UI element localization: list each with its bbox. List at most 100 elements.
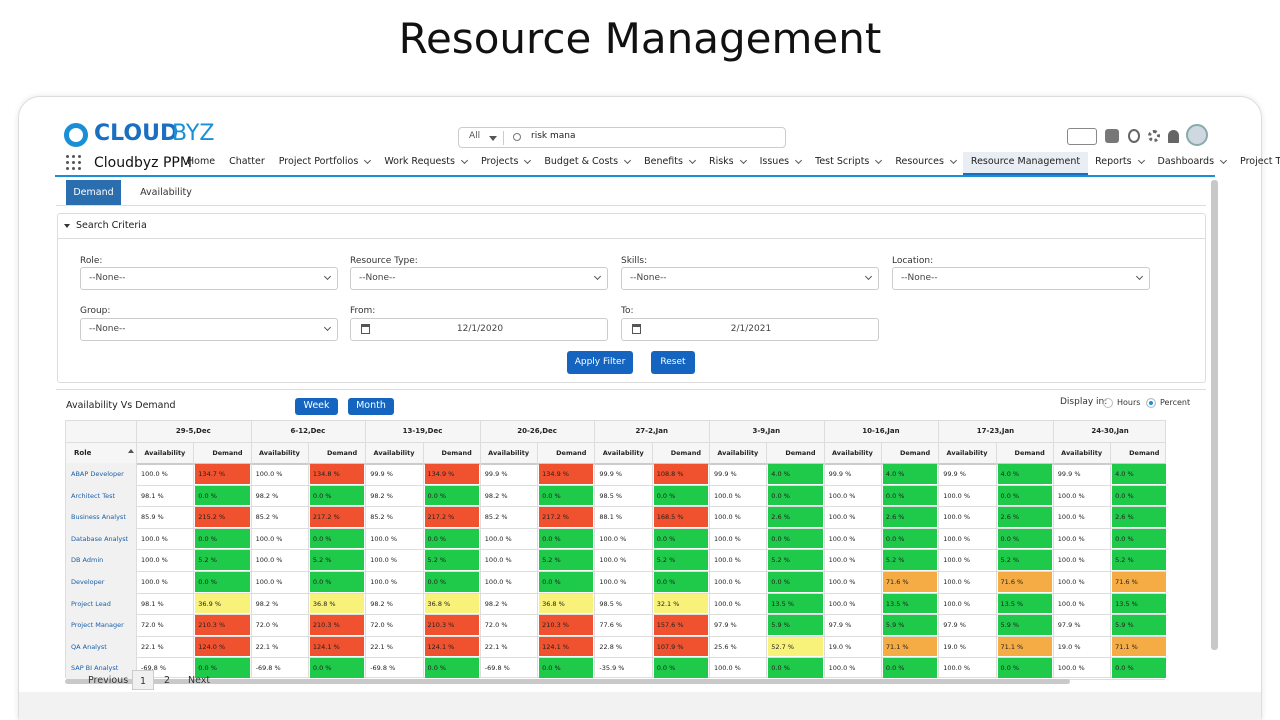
filter-value[interactable]: --None-- xyxy=(89,324,126,334)
nav-item[interactable]: Dashboards xyxy=(1151,152,1234,176)
filter-value[interactable]: --None-- xyxy=(630,273,667,283)
calendar-icon[interactable] xyxy=(632,324,641,334)
tab[interactable]: Availability xyxy=(140,187,192,198)
radio[interactable] xyxy=(1103,398,1113,408)
demand-header[interactable]: Demand xyxy=(670,449,701,457)
filter-value[interactable]: --None-- xyxy=(89,273,126,283)
demand-header[interactable]: Demand xyxy=(556,449,587,457)
availability-header[interactable]: Availability xyxy=(946,449,988,457)
nav-item[interactable]: Home xyxy=(180,152,222,176)
nav-item[interactable]: Benefits xyxy=(637,152,702,176)
role-name[interactable]: Project Lead xyxy=(71,599,111,608)
filter-input[interactable]: --None-- xyxy=(80,318,338,341)
nav-item[interactable]: Chatter xyxy=(222,152,272,176)
filter-input[interactable]: --None-- xyxy=(892,267,1150,290)
radio-label[interactable]: Percent xyxy=(1160,398,1191,407)
filter-value[interactable]: 2/1/2021 xyxy=(730,324,772,334)
nav-label[interactable]: Project Templates xyxy=(1240,156,1280,167)
availability-header[interactable]: Availability xyxy=(258,449,300,457)
notification-icon[interactable] xyxy=(1168,130,1179,143)
demand-header[interactable]: Demand xyxy=(441,449,472,457)
avatar[interactable] xyxy=(1186,124,1208,146)
filter-input[interactable]: --None-- xyxy=(621,267,879,290)
nav-item[interactable]: Projects xyxy=(474,152,537,176)
period-button[interactable]: Week xyxy=(295,398,338,415)
nav-item[interactable]: Issues xyxy=(753,152,809,176)
role-name[interactable]: QA Analyst xyxy=(71,642,107,651)
nav-label[interactable]: Issues xyxy=(759,156,790,167)
settings-icon[interactable] xyxy=(1148,130,1160,142)
filter-input[interactable]: --None-- xyxy=(80,267,338,290)
radio[interactable] xyxy=(1146,398,1156,408)
nav-label[interactable]: Dashboards xyxy=(1157,156,1215,167)
filter-value[interactable]: --None-- xyxy=(901,273,938,283)
role-name[interactable]: DB Admin xyxy=(71,556,104,565)
role-header[interactable]: Role xyxy=(74,449,92,457)
nav-item[interactable]: Risks xyxy=(702,152,753,176)
demand-header[interactable]: Demand xyxy=(785,449,816,457)
role-name[interactable]: Business Analyst xyxy=(71,513,126,522)
availability-header[interactable]: Availability xyxy=(373,449,415,457)
role-name[interactable]: Database Analyst xyxy=(71,534,129,543)
table-scrollbar[interactable] xyxy=(65,679,1070,684)
nav-label[interactable]: Resources xyxy=(895,156,944,167)
pagination-next[interactable]: Next xyxy=(188,675,211,686)
nav-item[interactable]: Project Templates xyxy=(1233,152,1280,176)
availability-header[interactable]: Availability xyxy=(144,449,186,457)
pagination-page[interactable]: 1 xyxy=(132,670,154,690)
nav-label[interactable]: Reports xyxy=(1095,156,1132,167)
role-name[interactable]: ABAP Developer xyxy=(71,470,124,478)
search-scope[interactable]: All xyxy=(469,131,481,141)
availability-header[interactable]: Availability xyxy=(1061,449,1103,457)
nav-item[interactable]: Test Scripts xyxy=(808,152,888,176)
calendar-icon[interactable] xyxy=(361,324,370,334)
nav-item[interactable]: Resource Management xyxy=(962,152,1089,176)
nav-label[interactable]: Project Portfolios xyxy=(278,156,359,167)
demand-header[interactable]: Demand xyxy=(326,449,358,457)
nav-item[interactable]: Work Requests xyxy=(377,152,474,176)
filter-input[interactable]: --None-- xyxy=(350,267,608,290)
nav-item[interactable]: Reports xyxy=(1088,152,1150,176)
filter-button[interactable]: Reset xyxy=(651,351,695,374)
filter-value[interactable]: 12/1/2020 xyxy=(456,324,504,334)
nav-item[interactable]: Resources xyxy=(888,152,963,176)
nav-label[interactable]: Risks xyxy=(708,156,734,167)
demand-header[interactable]: Demand xyxy=(1014,449,1045,457)
nav-item[interactable]: Project Portfolios xyxy=(272,152,378,176)
nav-label[interactable]: Budget & Costs xyxy=(544,156,619,167)
filter-input[interactable]: 2/1/2021 xyxy=(621,318,879,341)
role-name[interactable]: Architect Test xyxy=(71,491,116,500)
nav-label[interactable]: Test Scripts xyxy=(815,156,870,167)
panel-title[interactable]: Search Criteria xyxy=(76,220,147,231)
availability-header[interactable]: Availability xyxy=(831,449,873,457)
demand-header[interactable]: Demand xyxy=(1129,449,1160,457)
nav-label[interactable]: Benefits xyxy=(644,156,683,167)
radio-label[interactable]: Hours xyxy=(1117,398,1141,407)
availability-header[interactable]: Availability xyxy=(717,449,759,457)
add-icon[interactable] xyxy=(1105,129,1119,143)
pagination-previous[interactable]: Previous xyxy=(88,675,129,686)
role-name[interactable]: Project Manager xyxy=(71,621,124,630)
nav-label[interactable]: Resource Management xyxy=(970,156,1081,167)
demand-header[interactable]: Demand xyxy=(212,449,243,457)
nav-label[interactable]: Work Requests xyxy=(384,156,455,167)
help-icon[interactable] xyxy=(1128,129,1140,143)
availability-header[interactable]: Availability xyxy=(602,449,644,457)
nav-item[interactable]: Budget & Costs xyxy=(537,152,637,176)
filter-button[interactable]: Apply Filter xyxy=(567,351,633,374)
nav-label[interactable]: Home xyxy=(187,156,216,167)
availability-header[interactable]: Availability xyxy=(488,449,530,457)
search-box[interactable]: All risk mana xyxy=(458,127,786,148)
pagination-page[interactable]: 2 xyxy=(163,675,171,686)
app-launcher[interactable] xyxy=(66,155,82,171)
period-button[interactable]: Month xyxy=(348,398,394,415)
collapse-arrow[interactable] xyxy=(64,224,70,228)
role-name[interactable]: Developer xyxy=(71,578,105,586)
demand-header[interactable]: Demand xyxy=(899,449,931,457)
tab[interactable]: Demand xyxy=(66,180,121,205)
role-name[interactable]: SAP BI Analyst xyxy=(71,664,119,673)
filter-input[interactable]: 12/1/2020 xyxy=(350,318,608,341)
filter-value[interactable]: --None-- xyxy=(359,273,396,283)
nav-label[interactable]: Chatter xyxy=(229,156,265,167)
favorites-icon[interactable] xyxy=(1067,128,1097,145)
